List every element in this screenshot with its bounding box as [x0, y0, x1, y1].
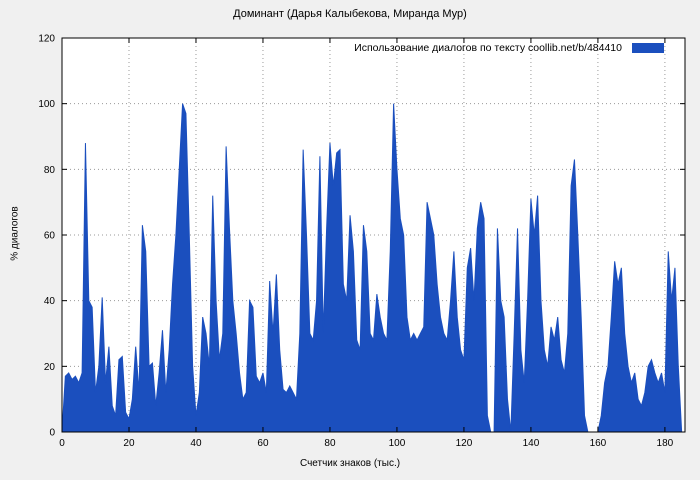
y-tick-label: 80: [44, 165, 56, 176]
x-tick-label: 80: [324, 438, 336, 449]
x-tick-label: 140: [523, 438, 540, 449]
y-tick-label: 120: [38, 34, 55, 45]
x-tick-label: 20: [123, 438, 135, 449]
chart-title: Доминант (Дарья Калыбекова, Миранда Мур): [233, 8, 467, 20]
y-tick-label: 40: [44, 296, 56, 307]
x-tick-label: 0: [59, 438, 65, 449]
x-axis-label: Счетчик знаков (тыс.): [299, 458, 401, 469]
x-tick-label: 120: [456, 438, 473, 449]
x-tick-label: 60: [257, 438, 269, 449]
data-series-area: [61, 103, 683, 433]
x-tick-label: 160: [590, 438, 607, 449]
y-tick-label: 60: [44, 231, 56, 242]
x-tick-label: 100: [389, 438, 406, 449]
y-tick-label: 0: [49, 428, 55, 439]
x-tick-label: 180: [657, 438, 674, 449]
y-tick-label: 20: [44, 362, 56, 373]
y-axis-label: % диалогов: [9, 206, 21, 261]
y-tick-label: 100: [38, 99, 55, 110]
x-tick-label: 40: [190, 438, 202, 449]
legend-label: Использование диалогов по тексту coollib…: [354, 42, 622, 54]
legend-swatch: [632, 43, 664, 53]
